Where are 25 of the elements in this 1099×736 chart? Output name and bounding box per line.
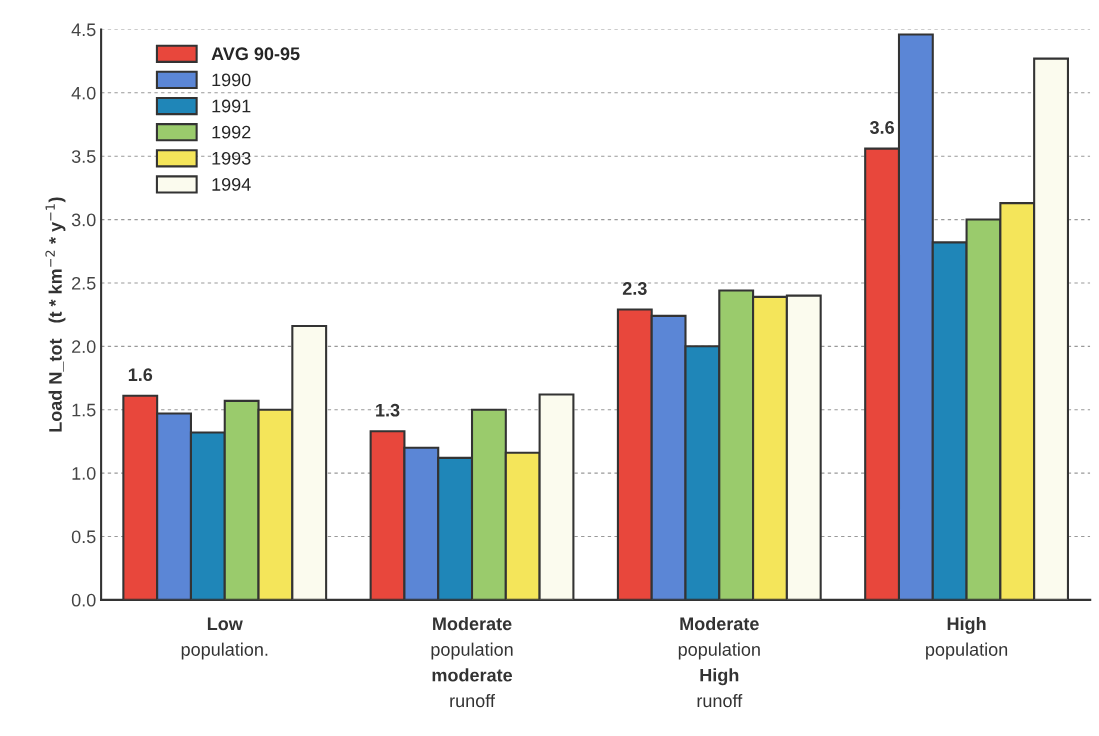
y-tick-label: 3.0 bbox=[71, 213, 96, 227]
data-label: 1.6 bbox=[128, 368, 153, 382]
legend-label: 1992 bbox=[212, 125, 251, 139]
y-tick-label: 1.0 bbox=[72, 467, 96, 480]
y-tick-label: 2.5 bbox=[72, 276, 96, 290]
y-tick-label: 0.5 bbox=[71, 530, 96, 544]
data-label: 3.6 bbox=[869, 121, 894, 134]
x-tick-label: Moderate population moderate runoff bbox=[431, 616, 513, 708]
x-tick-label: Low population. bbox=[181, 617, 268, 660]
legend-label: 1990 bbox=[212, 73, 251, 87]
legend-label: 1991 bbox=[212, 99, 251, 113]
x-tick-label: High population bbox=[926, 616, 1008, 660]
y-tick-label: 2.0 bbox=[72, 340, 96, 354]
data-label: 2.3 bbox=[622, 282, 647, 295]
legend-label: 1993 bbox=[212, 151, 251, 165]
y-tick-label: 4.0 bbox=[71, 86, 96, 100]
data-label: 1.3 bbox=[376, 403, 400, 417]
legend-label: 1994 bbox=[212, 178, 251, 191]
y-tick-label: 0.0 bbox=[71, 593, 96, 607]
y-tick-label: 1.5 bbox=[72, 403, 96, 417]
y-axis-title: Load N_tot (t * km$^{−2}$ * y$^{−1}$) bbox=[45, 197, 66, 432]
y-tick-label: 3.5 bbox=[71, 150, 96, 163]
legend-label: AVG 90-95 bbox=[211, 47, 300, 61]
y-tick-label: 4.5 bbox=[71, 23, 96, 37]
x-tick-label: Moderate population High runoff bbox=[678, 616, 760, 708]
